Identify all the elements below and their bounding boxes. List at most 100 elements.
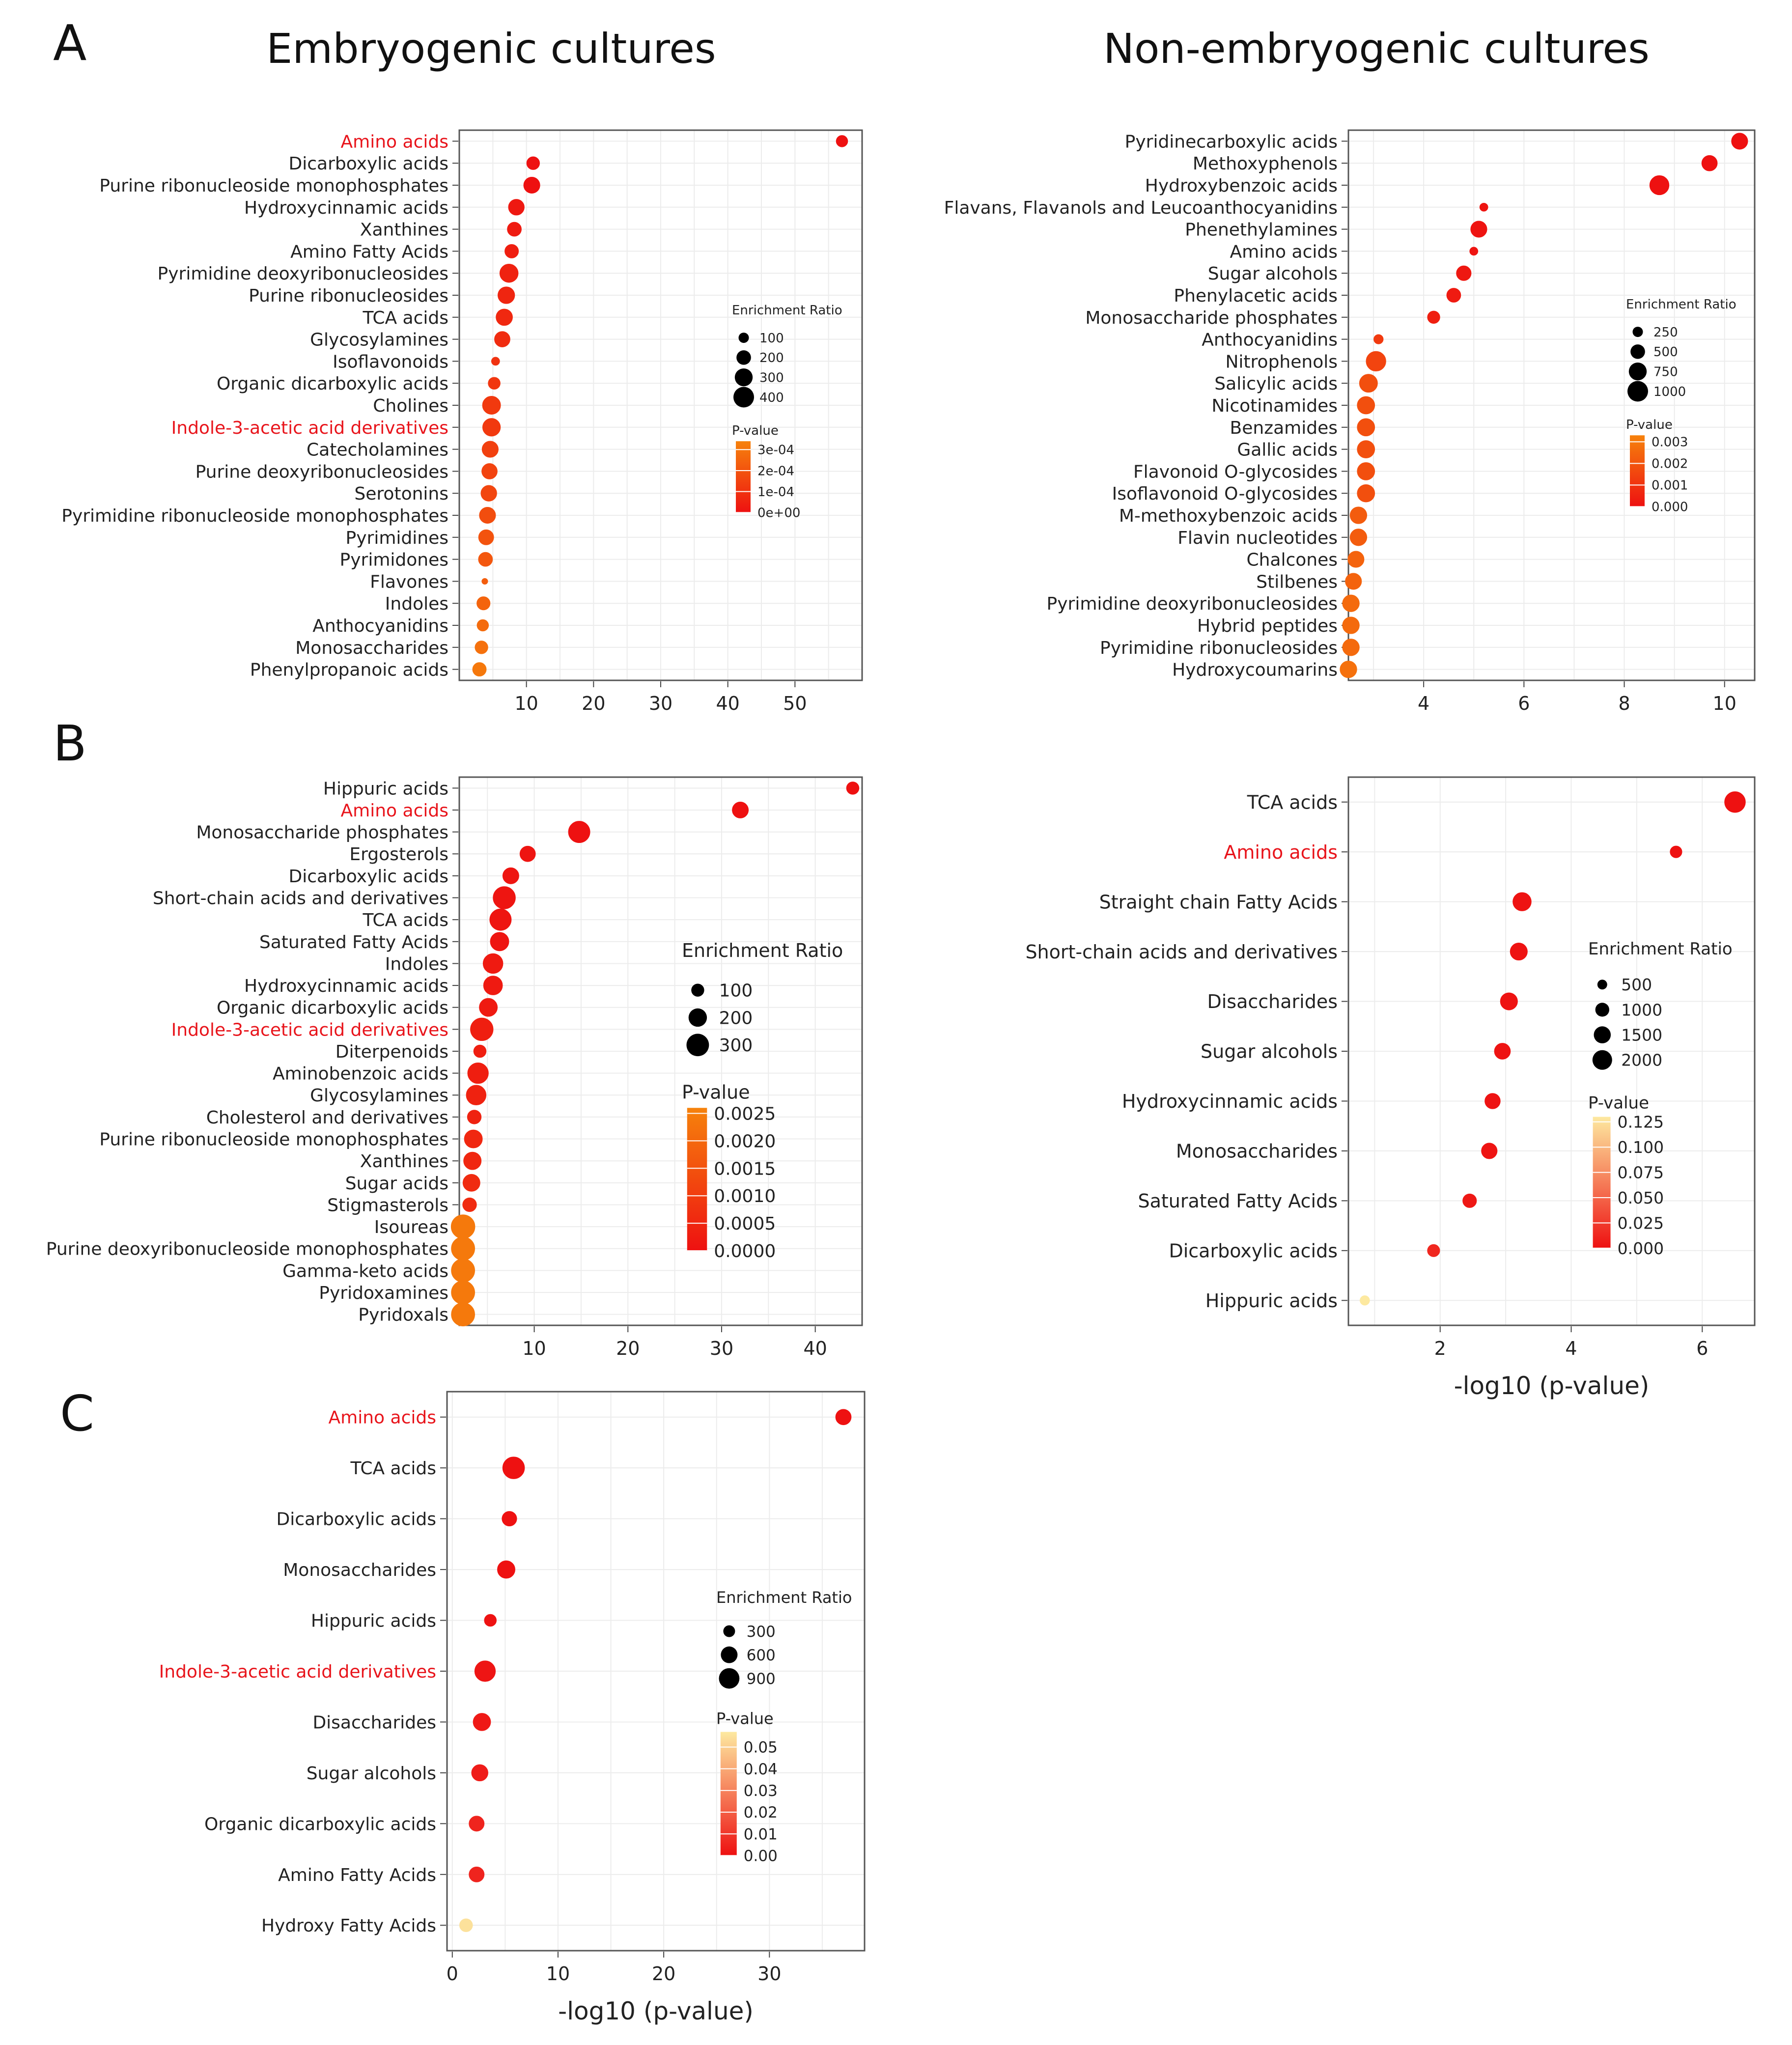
point-dicarboxylic-acids [526, 156, 540, 170]
point-saturated-fatty-acids [490, 932, 509, 952]
point-sugar-alcohols [1456, 265, 1472, 281]
x-tick-label: 6 [1696, 1338, 1708, 1359]
color-legend-label: 0e+00 [757, 506, 800, 521]
point-amino-acids [835, 1409, 852, 1426]
color-legend-label: 0.0005 [714, 1214, 776, 1234]
size-legend-key [723, 1625, 735, 1637]
x-tick-label: 0 [447, 1963, 458, 1985]
grid [1348, 777, 1755, 1325]
y-label-xanthines: Xanthines [360, 1151, 448, 1172]
chart-c: Amino acids TCA acids Dicarboxylic acids Mo… [159, 1391, 866, 2025]
point-xanthines [463, 1151, 482, 1170]
y-label-purine-ribonucleoside-monophosphates: Purine ribonucleoside monophosphates [99, 176, 448, 196]
color-legend-label: 0.03 [744, 1782, 778, 1800]
size-legend-key [734, 368, 753, 387]
y-label-hydroxybenzoic-acids: Hydroxybenzoic acids [1145, 176, 1338, 196]
size-legend-key [1595, 1003, 1609, 1017]
x-axis: 0 10 20 30-log10 (p-value) [447, 1952, 782, 2025]
x-tick-label: 10 [522, 1338, 546, 1359]
y-label-disaccharides: Disaccharides [1207, 991, 1338, 1012]
point-tca-acids [502, 1457, 525, 1479]
point-gamma-keto-acids [451, 1259, 475, 1283]
y-label-aminobenzoic-acids: Aminobenzoic acids [273, 1064, 448, 1084]
y-label-short-chain-acids-and-derivatives: Short-chain acids and derivatives [153, 888, 448, 908]
y-label-pyridoxals: Pyridoxals [358, 1305, 448, 1325]
y-label-dicarboxylic-acids: Dicarboxylic acids [1169, 1240, 1338, 1261]
x-tick-label: 4 [1565, 1338, 1577, 1359]
size-legend-key [1597, 980, 1607, 990]
y-label-glycosylamines: Glycosylamines [310, 1086, 448, 1106]
size-legend-label: 300 [719, 1036, 753, 1056]
y-label-hydroxy-fatty-acids: Hydroxy Fatty Acids [261, 1916, 436, 1936]
color-legend-label: 0.0025 [714, 1104, 776, 1124]
y-label-sugar-acids: Sugar acids [345, 1174, 448, 1194]
legend: Enrichment Ratio 100 200 300 400 P-value 3e-04… [732, 303, 842, 521]
point-sugar-acids [462, 1174, 480, 1192]
x-tick-label: 20 [582, 693, 605, 714]
x-tick-label: 2 [1434, 1338, 1446, 1359]
color-legend-label: 0.003 [1652, 435, 1688, 450]
size-legend-key [736, 350, 751, 365]
y-label-benzamides: Benzamides [1230, 418, 1338, 438]
y-label-saturated-fatty-acids: Saturated Fatty Acids [259, 932, 448, 952]
point-hydroxycinnamic-acids [483, 976, 503, 995]
point-anthocyanidins [1373, 334, 1384, 344]
y-label-dicarboxylic-acids: Dicarboxylic acids [289, 867, 448, 887]
point-monosaccharides [1481, 1143, 1498, 1159]
color-legend-label: 0.000 [1652, 500, 1688, 515]
x-axis: 10 20 30 40 50 [514, 681, 807, 714]
y-label-indoles: Indoles [385, 594, 448, 614]
color-legend-label: 3e-04 [757, 443, 794, 458]
x-axis-title: -log10 (p-value) [558, 1997, 754, 2025]
point-short-chain-acids-and-derivatives [1510, 943, 1528, 961]
point-flavones [481, 578, 488, 585]
point-hydroxy-fatty-acids [459, 1918, 473, 1933]
x-tick-label: 40 [716, 693, 739, 714]
color-legend-title: P-value [1626, 418, 1673, 432]
y-label-sugar-alcohols: Sugar alcohols [1208, 264, 1338, 284]
point-amino-acids [732, 802, 749, 818]
point-catecholamines [481, 441, 499, 458]
color-legend-bar [736, 441, 751, 513]
point-tca-acids [1724, 791, 1746, 813]
y-label-tca-acids: TCA acids [350, 1458, 436, 1479]
y-label-sugar-alcohols: Sugar alcohols [1201, 1041, 1338, 1063]
color-legend-label: 0.0010 [714, 1186, 776, 1206]
y-label-purine-deoxyribonucleosides: Purine deoxyribonucleosides [196, 462, 448, 482]
size-legend-key [1630, 344, 1645, 359]
legend: Enrichment Ratio 250 500 750 1000 P-value 0.00… [1626, 297, 1736, 515]
point-isoflavonoids [491, 357, 500, 366]
point-cholesterol-and-derivatives [467, 1110, 482, 1124]
data-points [1340, 133, 1748, 678]
color-legend-bar [1630, 435, 1645, 507]
data-points [472, 135, 848, 677]
point-dicarboxylic-acids [1427, 1244, 1440, 1257]
x-tick-label: 10 [514, 693, 538, 714]
y-label-dicarboxylic-acids: Dicarboxylic acids [289, 154, 448, 174]
y-label-tca-acids: TCA acids [362, 910, 448, 930]
size-legend-label: 600 [747, 1647, 776, 1664]
y-label-amino-acids: Amino acids [1230, 242, 1338, 262]
x-axis-title: -log10 (p-value) [1454, 1372, 1650, 1400]
point-purine-ribonucleoside-monophosphates [523, 176, 540, 194]
legend: Enrichment Ratio 300 600 900 P-value 0.05 0.04… [716, 1588, 852, 1865]
size-legend-label: 2000 [1621, 1051, 1662, 1070]
y-label-pyrimidines: Pyrimidines [346, 528, 448, 548]
size-legend-label: 1500 [1621, 1025, 1662, 1044]
size-legend-label: 100 [719, 981, 753, 1001]
plot-frame [1347, 776, 1756, 1326]
point-organic-dicarboxylic-acids [488, 377, 501, 390]
y-label-pyrimidine-ribonucleosides: Pyrimidine ribonucleosides [1100, 638, 1338, 658]
y-label-hybrid-peptides: Hybrid peptides [1197, 616, 1338, 636]
point-monosaccharides [497, 1560, 515, 1579]
data-points [450, 782, 860, 1327]
point-purine-ribonucleosides [498, 286, 515, 304]
color-legend-bar [720, 1732, 737, 1856]
y-label-short-chain-acids-and-derivatives: Short-chain acids and derivatives [1025, 941, 1338, 963]
color-legend-label: 0.0020 [714, 1131, 776, 1151]
color-legend-label: 0.01 [744, 1825, 778, 1843]
color-legend-title: P-value [716, 1709, 774, 1728]
y-label-catecholamines: Catecholamines [307, 440, 448, 460]
point-purine-deoxyribonucleoside-monophosphates [451, 1236, 475, 1261]
y-label-monosaccharides: Monosaccharides [283, 1560, 436, 1580]
